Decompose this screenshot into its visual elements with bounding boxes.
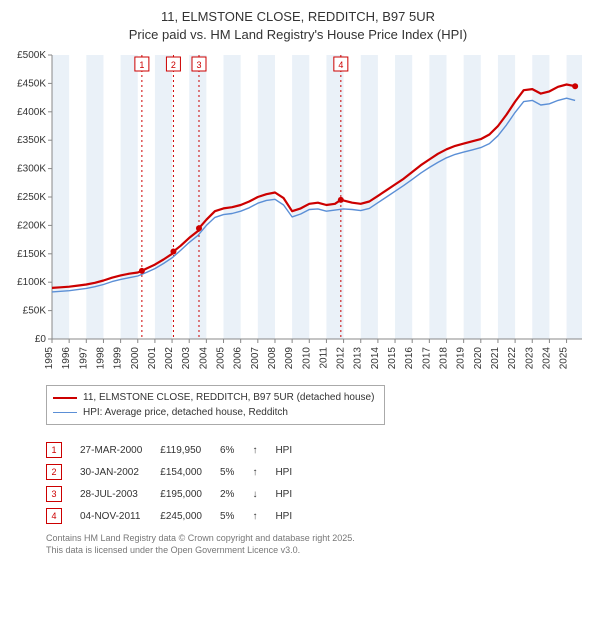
event-marker-icon: 1 <box>46 442 62 458</box>
svg-text:£300K: £300K <box>17 164 46 175</box>
event-arrow-icon: ↓ <box>252 483 275 505</box>
event-pct: 5% <box>220 505 252 527</box>
event-arrow-icon: ↑ <box>252 439 275 461</box>
svg-text:1: 1 <box>139 60 144 70</box>
svg-text:£350K: £350K <box>17 135 46 146</box>
svg-text:2005: 2005 <box>216 347 227 370</box>
svg-text:2002: 2002 <box>164 347 175 370</box>
event-row: 2 30-JAN-2002£154,0005%↑HPI <box>46 461 310 483</box>
svg-text:2008: 2008 <box>267 347 278 370</box>
event-price: £154,000 <box>160 461 220 483</box>
svg-text:2015: 2015 <box>387 347 398 370</box>
event-pct: 5% <box>220 461 252 483</box>
event-arrow-icon: ↑ <box>252 505 275 527</box>
legend-label: 11, ELMSTONE CLOSE, REDDITCH, B97 5UR (d… <box>83 390 374 405</box>
chart-title-line-2: Price paid vs. HM Land Registry's House … <box>6 26 590 44</box>
legend-label: HPI: Average price, detached house, Redd… <box>83 405 288 420</box>
svg-text:2017: 2017 <box>421 347 432 370</box>
svg-text:2021: 2021 <box>490 347 501 370</box>
svg-text:2004: 2004 <box>198 347 209 370</box>
event-marker-icon: 4 <box>46 508 62 524</box>
svg-text:2020: 2020 <box>473 347 484 370</box>
svg-text:2025: 2025 <box>559 347 570 370</box>
svg-text:2012: 2012 <box>336 347 347 370</box>
legend-row-price-paid: 11, ELMSTONE CLOSE, REDDITCH, B97 5UR (d… <box>53 390 374 405</box>
svg-text:£50K: £50K <box>23 306 47 317</box>
footer-line-1: Contains HM Land Registry data © Crown c… <box>46 533 590 545</box>
svg-text:2024: 2024 <box>541 347 552 370</box>
svg-text:1999: 1999 <box>113 347 124 370</box>
event-date: 28-JUL-2003 <box>80 483 160 505</box>
event-row: 3 28-JUL-2003£195,0002%↓HPI <box>46 483 310 505</box>
svg-text:1998: 1998 <box>95 347 106 370</box>
svg-text:3: 3 <box>196 60 201 70</box>
svg-text:1996: 1996 <box>61 347 72 370</box>
svg-text:£0: £0 <box>35 334 47 345</box>
event-vs: HPI <box>275 505 310 527</box>
chart-legend: 11, ELMSTONE CLOSE, REDDITCH, B97 5UR (d… <box>46 385 385 425</box>
svg-text:4: 4 <box>338 60 343 70</box>
chart-title-block: 11, ELMSTONE CLOSE, REDDITCH, B97 5UR Pr… <box>6 8 590 43</box>
event-vs: HPI <box>275 483 310 505</box>
price-chart: £0 £50K £100K £150K £200K £250K £300K £350K £400… <box>6 49 590 379</box>
svg-text:2019: 2019 <box>456 347 467 370</box>
svg-text:2009: 2009 <box>284 347 295 370</box>
event-vs: HPI <box>275 461 310 483</box>
data-attribution: Contains HM Land Registry data © Crown c… <box>46 533 590 556</box>
svg-text:2014: 2014 <box>370 347 381 370</box>
event-price: £195,000 <box>160 483 220 505</box>
svg-text:2000: 2000 <box>130 347 141 370</box>
svg-text:£500K: £500K <box>17 50 46 61</box>
svg-text:£150K: £150K <box>17 249 46 260</box>
event-date: 30-JAN-2002 <box>80 461 160 483</box>
svg-text:2006: 2006 <box>233 347 244 370</box>
svg-text:2023: 2023 <box>524 347 535 370</box>
svg-text:2010: 2010 <box>301 347 312 370</box>
svg-text:2022: 2022 <box>507 347 518 370</box>
event-arrow-icon: ↑ <box>252 461 275 483</box>
svg-text:2013: 2013 <box>353 347 364 370</box>
chart-title-line-1: 11, ELMSTONE CLOSE, REDDITCH, B97 5UR <box>6 8 590 26</box>
event-vs: HPI <box>275 439 310 461</box>
svg-text:£400K: £400K <box>17 107 46 118</box>
svg-text:£450K: £450K <box>17 78 46 89</box>
event-pct: 6% <box>220 439 252 461</box>
svg-text:2001: 2001 <box>147 347 158 370</box>
event-date: 27-MAR-2000 <box>80 439 160 461</box>
legend-swatch <box>53 412 77 413</box>
event-price: £119,950 <box>160 439 220 461</box>
event-row: 4 04-NOV-2011£245,0005%↑HPI <box>46 505 310 527</box>
svg-text:2011: 2011 <box>318 347 329 369</box>
svg-text:1997: 1997 <box>78 347 89 370</box>
svg-text:£100K: £100K <box>17 277 46 288</box>
svg-text:2007: 2007 <box>250 347 261 370</box>
event-row: 1 27-MAR-2000£119,9506%↑HPI <box>46 439 310 461</box>
footer-line-2: This data is licensed under the Open Gov… <box>46 545 590 557</box>
legend-row-hpi: HPI: Average price, detached house, Redd… <box>53 405 374 420</box>
svg-text:2: 2 <box>171 60 176 70</box>
event-price: £245,000 <box>160 505 220 527</box>
event-marker-icon: 3 <box>46 486 62 502</box>
svg-text:£250K: £250K <box>17 192 46 203</box>
svg-text:2018: 2018 <box>438 347 449 370</box>
event-marker-icon: 2 <box>46 464 62 480</box>
legend-swatch <box>53 397 77 399</box>
svg-text:1995: 1995 <box>44 347 55 370</box>
event-table: 127-MAR-2000£119,9506%↑HPI230-JAN-2002£1… <box>46 439 590 527</box>
svg-text:2003: 2003 <box>181 347 192 370</box>
event-date: 04-NOV-2011 <box>80 505 160 527</box>
event-pct: 2% <box>220 483 252 505</box>
svg-text:£200K: £200K <box>17 220 46 231</box>
svg-text:2016: 2016 <box>404 347 415 370</box>
